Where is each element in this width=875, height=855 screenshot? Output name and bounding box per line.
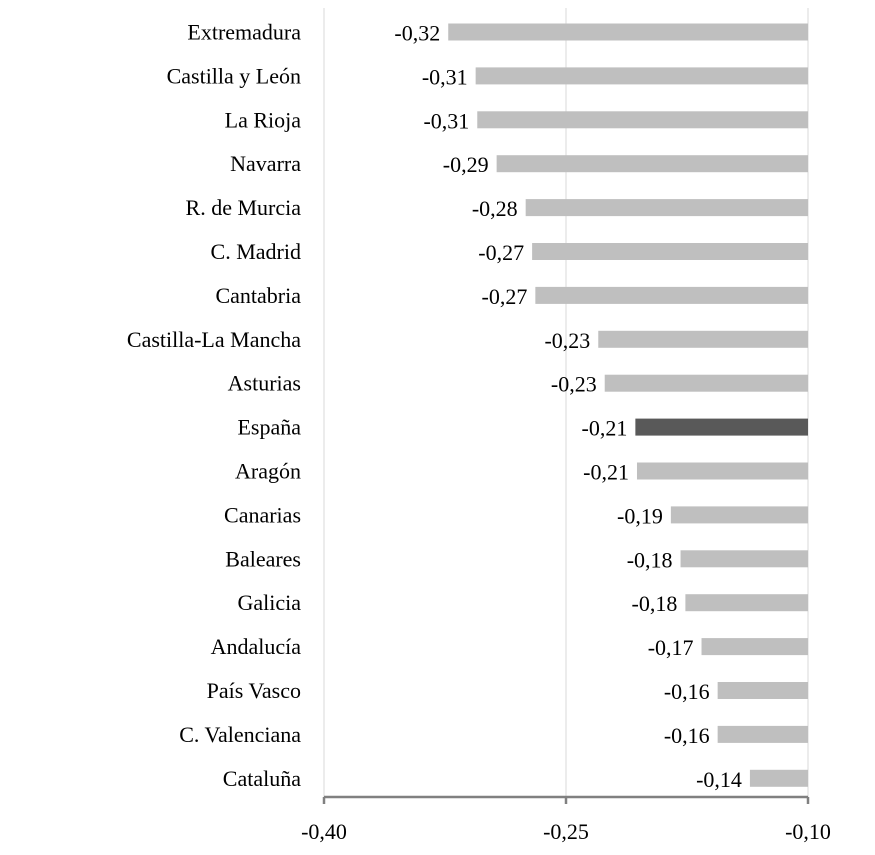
category-label: Extremadura — [187, 20, 301, 45]
bar — [525, 199, 808, 217]
data-label: -0,21 — [582, 416, 628, 441]
data-label: -0,16 — [664, 679, 710, 704]
category-label: España — [237, 415, 301, 440]
data-label: -0,18 — [627, 547, 673, 572]
category-label: Castilla y León — [167, 63, 301, 88]
bar — [475, 67, 808, 85]
data-label: -0,16 — [664, 723, 710, 748]
category-label: C. Madrid — [211, 239, 301, 264]
bar — [604, 374, 808, 392]
category-label: C. Valenciana — [179, 722, 301, 747]
bar — [680, 550, 808, 568]
bar — [635, 418, 808, 436]
data-label: -0,32 — [394, 21, 440, 46]
bar — [701, 638, 808, 656]
data-label: -0,31 — [423, 108, 469, 133]
data-label: -0,21 — [583, 460, 629, 485]
category-label: Andalucía — [211, 634, 302, 659]
bar — [448, 23, 808, 41]
data-label: -0,28 — [472, 196, 518, 221]
x-tick-label: -0,10 — [785, 819, 831, 844]
data-label: -0,19 — [617, 503, 663, 528]
data-label: -0,27 — [482, 284, 528, 309]
category-label: Asturias — [228, 371, 301, 396]
data-label: -0,14 — [696, 767, 742, 792]
x-tick-label: -0,40 — [301, 819, 347, 844]
category-label: Baleares — [225, 546, 301, 571]
bar — [598, 330, 808, 348]
bar — [670, 506, 808, 524]
bar — [496, 155, 808, 173]
data-label: -0,31 — [422, 64, 468, 89]
bar — [532, 243, 808, 260]
category-label: Navarra — [230, 151, 301, 176]
data-label: -0,17 — [648, 635, 694, 660]
category-label: R. de Murcia — [186, 195, 302, 220]
data-label: -0,23 — [544, 328, 590, 353]
bar — [717, 682, 808, 699]
category-label: La Rioja — [225, 107, 302, 132]
bar — [749, 769, 808, 787]
category-label: Castilla-La Mancha — [127, 327, 301, 352]
bar — [717, 725, 808, 743]
bar — [535, 286, 808, 304]
data-label: -0,27 — [478, 240, 524, 265]
category-label: País Vasco — [207, 678, 301, 703]
data-label: -0,29 — [443, 152, 489, 177]
data-label: -0,23 — [551, 372, 597, 397]
x-tick-label: -0,25 — [543, 819, 589, 844]
bar — [636, 462, 808, 480]
category-label: Aragón — [235, 459, 301, 484]
bar — [477, 111, 808, 129]
category-label: Cataluña — [223, 766, 301, 791]
category-label: Canarias — [224, 502, 301, 527]
category-label: Cantabria — [215, 283, 301, 308]
bar — [685, 594, 808, 612]
data-label: -0,18 — [632, 591, 678, 616]
category-label: Galicia — [237, 590, 301, 615]
